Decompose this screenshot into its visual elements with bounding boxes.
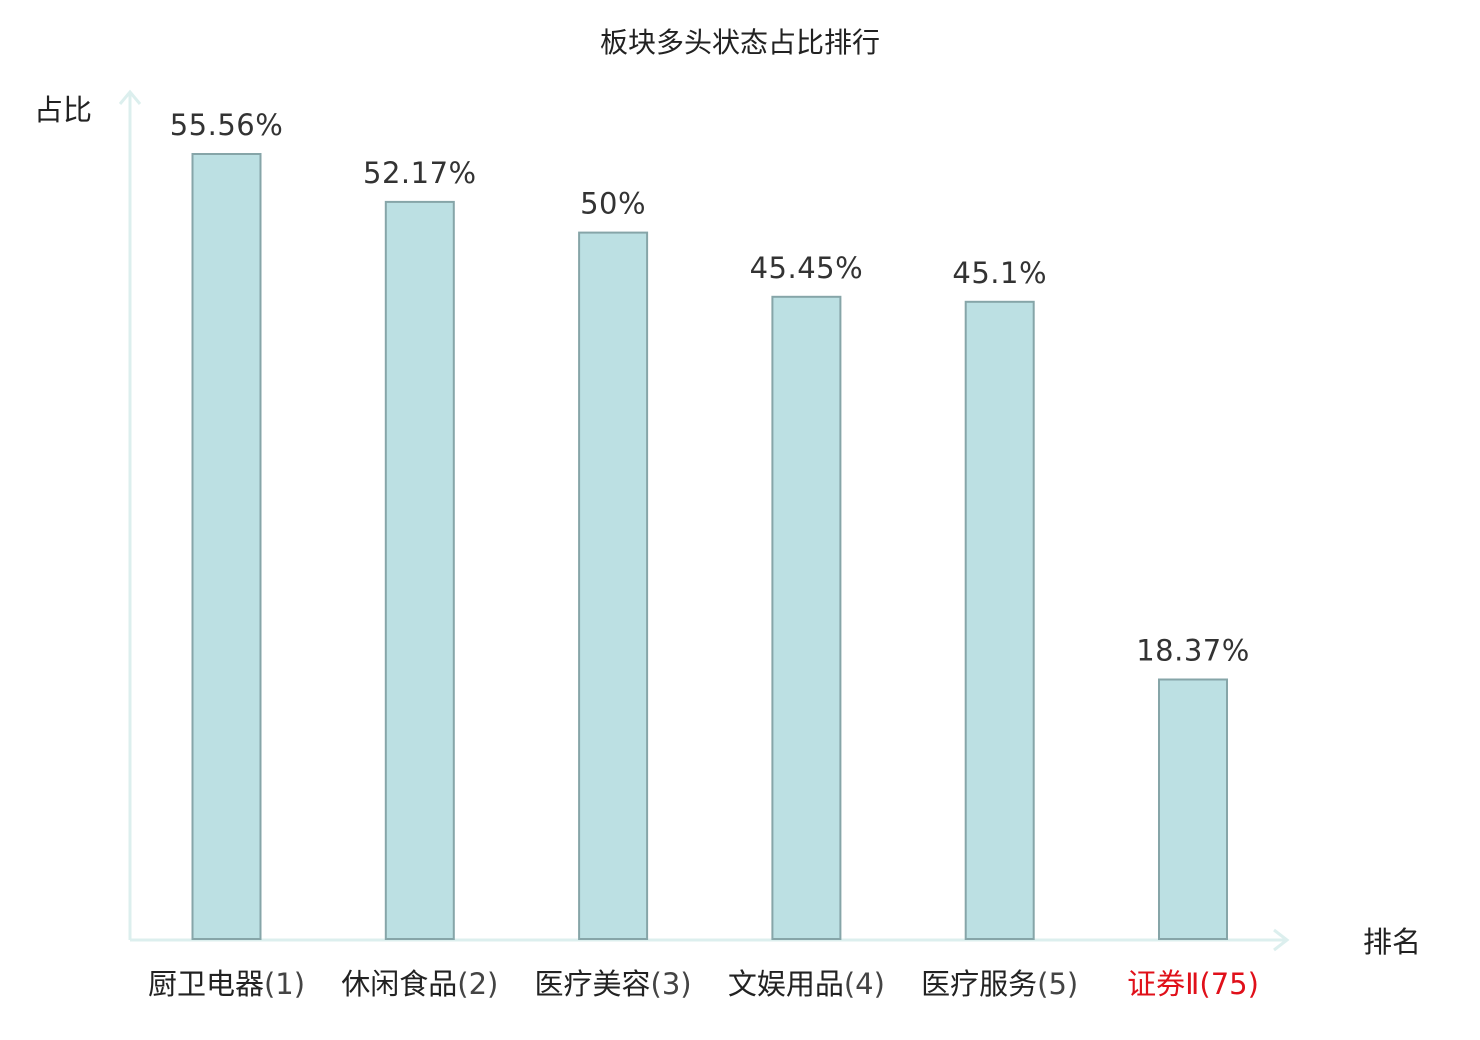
category-rank-1: (1) [264,967,305,1001]
bar-4 [771,295,842,940]
category-name-4: 文娱用品 [728,967,844,1001]
category-rank-6: (75) [1199,967,1259,1001]
value-labels-group: 55.56% 52.17% 50% 45.45% 45.1% 18.37% [170,108,1250,668]
category-label-1: 厨卫电器(1) [148,967,305,1001]
x-axis-label: 排名 [1363,925,1421,959]
category-name-5: 医疗服务 [921,967,1037,1001]
category-name-2: 休闲食品 [341,967,457,1001]
x-axis-arrow [1273,928,1290,952]
bar-2 [384,200,455,940]
category-name-3: 医疗美容 [535,967,651,1001]
category-rank-4: (4) [844,967,885,1001]
value-label-6: 18.37% [1136,634,1250,668]
y-axis-label: 占比 [34,93,92,127]
bar-1 [191,153,262,940]
category-label-6: 证券Ⅱ(75) [1127,967,1259,1001]
bar-5 [964,300,1035,940]
value-label-4: 45.45% [750,251,864,285]
category-rank-5: (5) [1037,967,1078,1001]
category-rank-2: (2) [457,967,498,1001]
category-label-4: 文娱用品(4) [728,967,885,1001]
bar-6 [1158,678,1228,940]
category-label-2: 休闲食品(2) [341,967,498,1001]
category-labels-group: 厨卫电器(1) 休闲食品(2) 医疗美容(3) 文娱用品(4) 医疗服务(5) 证券Ⅱ(7… [148,967,1259,1001]
bars-group [191,153,1228,941]
chart-title: 板块多头状态占比排行 [600,26,880,59]
category-label-3: 医疗美容(3) [535,967,692,1001]
category-label-5: 医疗服务(5) [921,967,1078,1001]
value-label-2: 52.17% [363,156,477,190]
value-label-5: 45.1% [952,256,1047,290]
category-name-1: 厨卫电器 [148,967,264,1001]
value-label-1: 55.56% [170,108,284,142]
category-rank-3: (3) [651,967,692,1001]
category-name-6: 证券Ⅱ [1127,967,1199,1001]
bar-3 [578,231,649,941]
value-label-3: 50% [580,187,646,221]
y-axis-arrow [118,89,142,105]
